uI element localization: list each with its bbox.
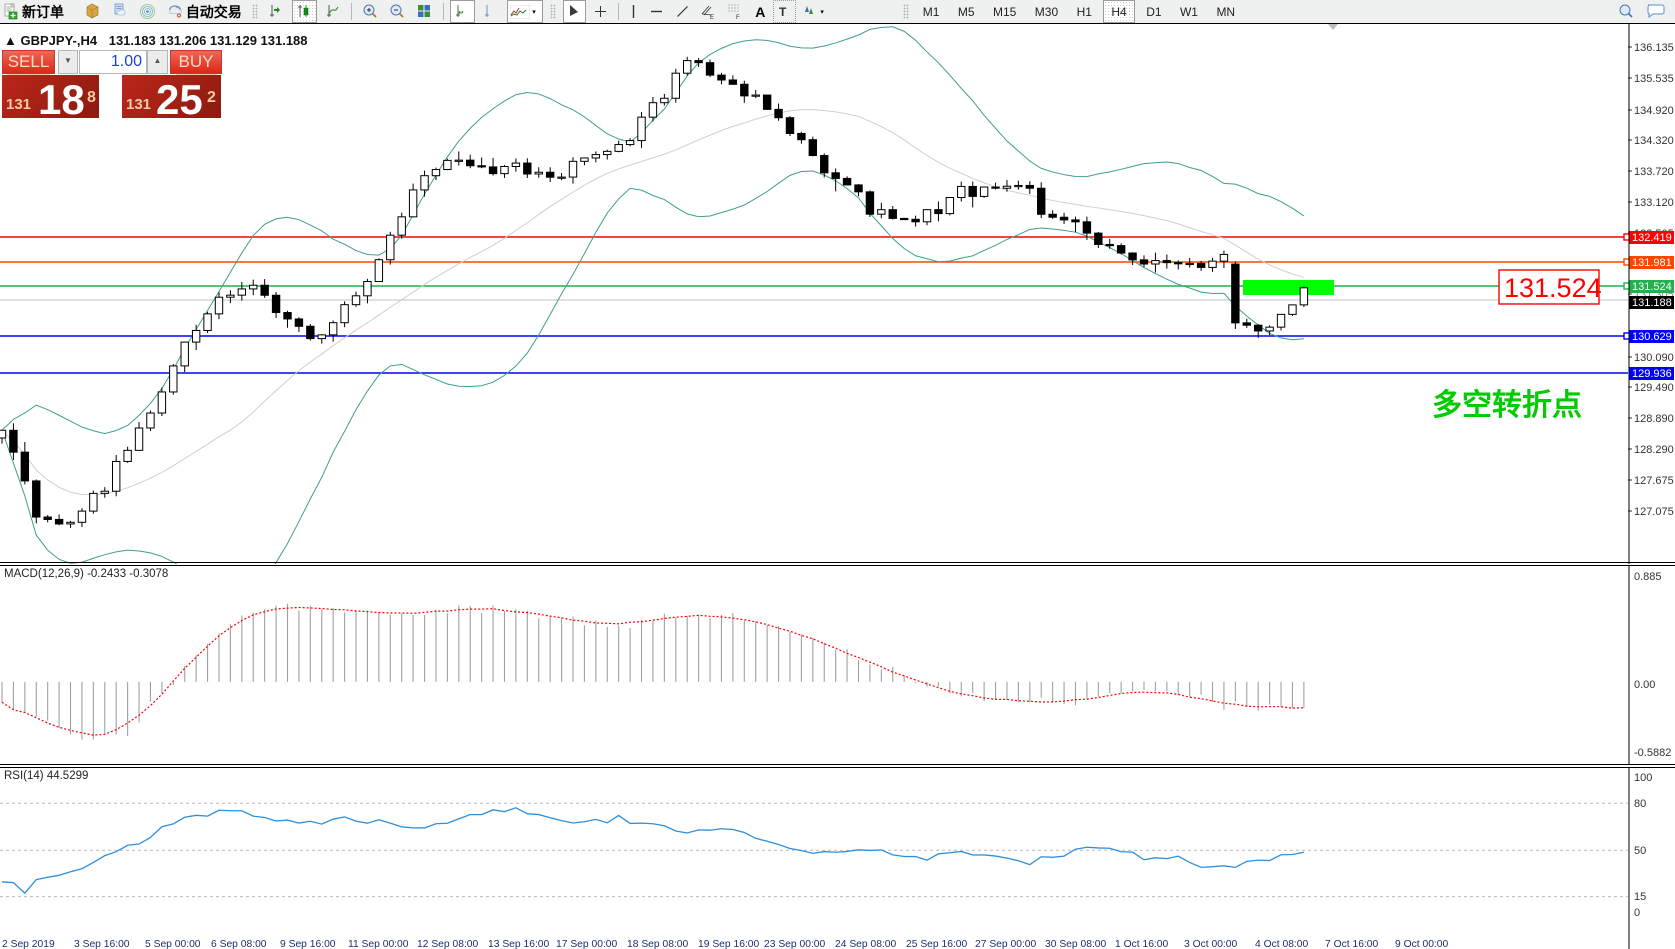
svg-text:131.524: 131.524 [1632, 281, 1672, 293]
svg-text:15: 15 [1634, 891, 1646, 903]
svg-text:128.290: 128.290 [1634, 444, 1674, 456]
svg-text:132.419: 132.419 [1632, 232, 1672, 244]
svg-text:23 Sep 00:00: 23 Sep 00:00 [764, 939, 826, 949]
svg-text:100: 100 [1634, 772, 1652, 784]
svg-text:131.188: 131.188 [1632, 297, 1672, 309]
svg-text:133.720: 133.720 [1634, 166, 1674, 178]
svg-text:1 Oct 16:00: 1 Oct 16:00 [1115, 939, 1169, 949]
svg-text:136.135: 136.135 [1634, 42, 1674, 54]
svg-text:RSI(14) 44.5299: RSI(14) 44.5299 [4, 770, 88, 782]
svg-text:18 Sep 08:00: 18 Sep 08:00 [627, 939, 689, 949]
svg-text:0: 0 [1634, 907, 1640, 919]
svg-text:9 Sep 16:00: 9 Sep 16:00 [280, 939, 336, 949]
svg-text:MACD(12,26,9) -0.2433 -0.3078: MACD(12,26,9) -0.2433 -0.3078 [4, 568, 168, 580]
svg-text:T: T [779, 5, 787, 19]
svg-text:25 Sep 16:00: 25 Sep 16:00 [906, 939, 968, 949]
svg-text:133.120: 133.120 [1634, 197, 1674, 209]
svg-text:128.890: 128.890 [1634, 413, 1674, 425]
svg-text:3 Sep 16:00: 3 Sep 16:00 [74, 939, 130, 949]
svg-text:多空转折点: 多空转折点 [1432, 389, 1582, 422]
svg-text:11 Sep 00:00: 11 Sep 00:00 [348, 939, 409, 949]
svg-text:129.936: 129.936 [1632, 368, 1672, 380]
svg-text:129.490: 129.490 [1634, 382, 1674, 394]
svg-text:27 Sep 00:00: 27 Sep 00:00 [975, 939, 1037, 949]
svg-text:19 Sep 16:00: 19 Sep 16:00 [698, 939, 760, 949]
svg-text:30 Sep 08:00: 30 Sep 08:00 [1045, 939, 1107, 949]
svg-text:134.320: 134.320 [1634, 135, 1674, 147]
svg-text:24 Sep 08:00: 24 Sep 08:00 [835, 939, 897, 949]
svg-text:127.075: 127.075 [1634, 506, 1674, 518]
svg-text:F: F [736, 15, 740, 19]
svg-text:9 Oct 00:00: 9 Oct 00:00 [1395, 939, 1449, 949]
svg-text:134.920: 134.920 [1634, 105, 1674, 117]
svg-text:0.00: 0.00 [1634, 679, 1655, 691]
svg-text:131.524: 131.524 [1504, 273, 1602, 303]
svg-text:5 Sep 00:00: 5 Sep 00:00 [145, 939, 201, 949]
svg-text:17 Sep 00:00: 17 Sep 00:00 [556, 939, 618, 949]
svg-text:3 Oct 00:00: 3 Oct 00:00 [1184, 939, 1238, 949]
svg-text:6 Sep 08:00: 6 Sep 08:00 [211, 939, 267, 949]
svg-text:130.629: 130.629 [1632, 331, 1672, 343]
svg-text:7 Oct 16:00: 7 Oct 16:00 [1325, 939, 1379, 949]
svg-text:131.981: 131.981 [1632, 257, 1672, 269]
svg-text:2 Sep 2019: 2 Sep 2019 [2, 939, 55, 949]
svg-text:127.675: 127.675 [1634, 475, 1674, 487]
svg-text:E: E [710, 15, 714, 19]
svg-text:0.885: 0.885 [1634, 571, 1662, 583]
svg-text:4 Oct 08:00: 4 Oct 08:00 [1255, 939, 1309, 949]
svg-text:130.090: 130.090 [1634, 352, 1674, 364]
svg-text:13 Sep 16:00: 13 Sep 16:00 [488, 939, 550, 949]
svg-text:50: 50 [1634, 845, 1646, 857]
svg-text:-0.5882: -0.5882 [1634, 747, 1671, 759]
svg-text:80: 80 [1634, 798, 1646, 810]
svg-text:135.535: 135.535 [1634, 73, 1674, 85]
svg-text:12 Sep 08:00: 12 Sep 08:00 [417, 939, 479, 949]
